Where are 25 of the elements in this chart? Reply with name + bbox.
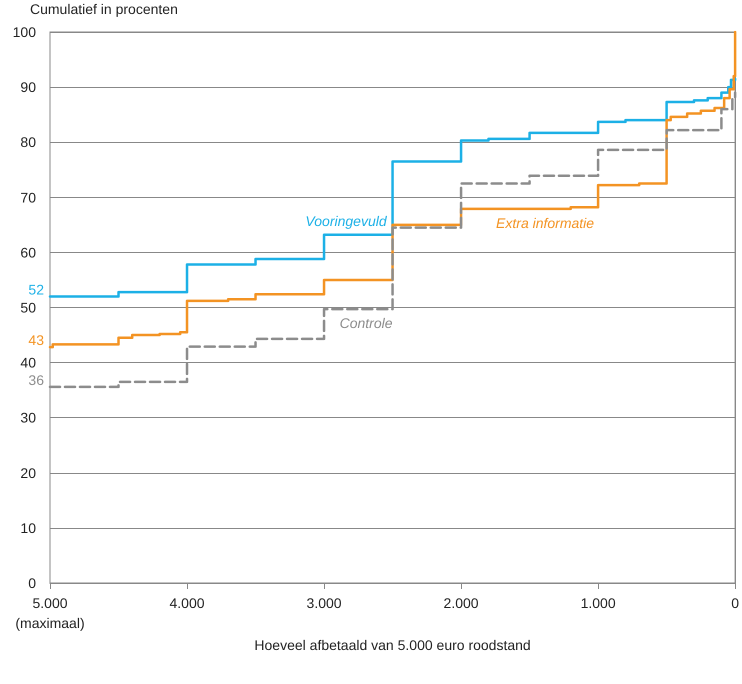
y-tick-label: 100 xyxy=(12,24,36,40)
x-tick-label: 2.000 xyxy=(444,595,479,611)
y-tick-label: 40 xyxy=(20,354,36,371)
x-tick-label: 5.000 (maximaal) xyxy=(15,595,85,631)
x-tick-label: 4.000 xyxy=(170,595,205,611)
x-axis-title: Hoeveel afbetaald van 5.000 euro roodstand xyxy=(254,636,531,653)
series-label: Vooringevuld xyxy=(305,212,388,229)
text: 36 xyxy=(28,372,44,388)
series-label: Controle xyxy=(340,315,393,332)
text: 43 xyxy=(28,332,44,348)
x-tick-label: 3.000 xyxy=(306,595,342,611)
y-tick-label: 0 xyxy=(28,575,36,591)
text: 52 xyxy=(28,281,44,298)
y-axis-title: Cumulatief in procenten xyxy=(30,1,178,17)
y-tick-label: 20 xyxy=(20,464,36,481)
y-tick-label: 30 xyxy=(20,410,36,426)
y-tick-label: 10 xyxy=(20,520,36,536)
x-tick-label: 1.000 xyxy=(580,595,616,611)
y-tick-label: 70 xyxy=(20,189,36,206)
y-tick-label: 60 xyxy=(20,244,36,260)
y-tick-label: 80 xyxy=(20,134,36,150)
y-tick-label: 50 xyxy=(20,300,36,316)
y-tick-label: 90 xyxy=(20,79,36,96)
x-tick-label: 0 xyxy=(731,595,740,611)
series-label: Extra informatie xyxy=(496,214,594,231)
